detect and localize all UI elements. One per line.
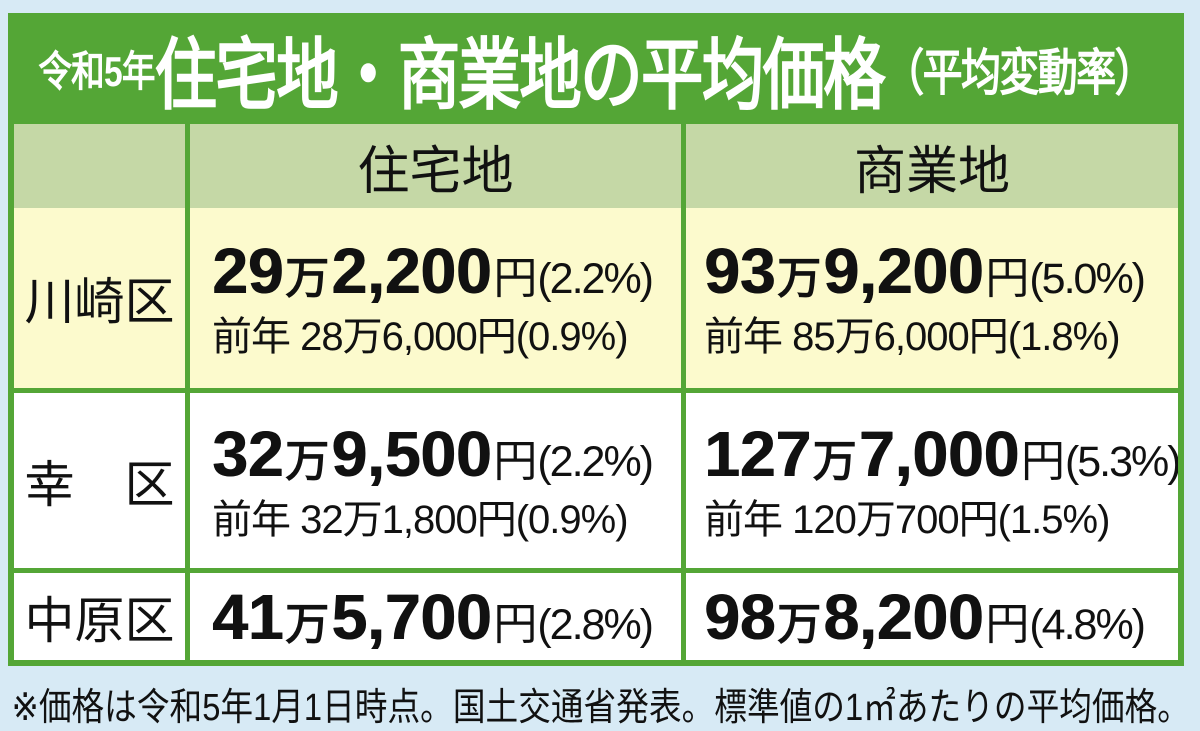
- ward-name: 川崎区: [24, 274, 175, 330]
- yen-unit: 円: [985, 254, 1030, 303]
- current-price: 93万9,200円(5.0%): [704, 239, 1178, 303]
- change-rate: (5.0%): [1029, 255, 1146, 303]
- header-commercial-cell: 商業地: [853, 142, 1010, 201]
- yen-unit: 円: [493, 436, 538, 486]
- page-title: 住宅地・商業地の平均価格: [154, 30, 886, 119]
- man-unit: 万: [285, 599, 330, 649]
- previous-year-price: 前年 28万6,000円(0.9%): [212, 315, 629, 359]
- price-man-value: 93: [704, 235, 776, 307]
- title-era-prefix: 令和5年: [38, 48, 156, 95]
- price-sen-value: 2,200: [331, 235, 492, 307]
- title-text: 令和5年 住宅地・商業地の平均価格 （平均変動率）: [38, 13, 1155, 124]
- table-row-saiwai: 幸 区 32万9,500円(2.2%) 前年 32万1,800円(0.9%) 1…: [14, 393, 1178, 568]
- column-divider: [185, 573, 190, 660]
- price-sen-value: 5,700: [331, 580, 492, 653]
- residential-price-cell: 32万9,500円(2.2%) 前年 32万1,800円(0.9%): [190, 393, 681, 568]
- commercial-price-cell: 93万9,200円(5.0%) 前年 85万6,000円(1.8%): [686, 208, 1178, 388]
- table-header-row: 住宅地 商業地: [14, 124, 1178, 208]
- column-divider: [681, 573, 686, 660]
- row-divider: [14, 388, 1178, 393]
- header-residential-cell: 住宅地: [357, 142, 514, 201]
- change-rate: (2.2%): [537, 255, 654, 303]
- change-rate: (5.3%): [1064, 437, 1178, 486]
- current-price: 98万8,200円(4.8%): [704, 585, 1178, 649]
- price-sen-value: 9,200: [823, 235, 984, 307]
- ward-name: 幸 区: [24, 456, 175, 513]
- previous-year-price: 前年 85万6,000円(1.8%): [704, 315, 1121, 359]
- ward-name: 中原区: [24, 592, 175, 649]
- man-unit: 万: [812, 436, 857, 486]
- row-divider: [14, 568, 1178, 573]
- column-divider: [185, 393, 190, 568]
- residential-price-cell: 41万5,700円(2.8%): [190, 573, 681, 660]
- column-divider: [681, 393, 686, 568]
- current-price: 41万5,700円(2.8%): [212, 585, 681, 649]
- previous-year-price: 前年 32万1,800円(0.9%): [212, 497, 629, 542]
- yen-unit: 円: [493, 254, 538, 303]
- price-man-value: 29: [212, 235, 284, 307]
- man-unit: 万: [285, 436, 330, 486]
- column-divider: [185, 124, 190, 208]
- title-suffix: （平均変動率）: [884, 44, 1155, 101]
- price-sen-value: 9,500: [331, 417, 492, 490]
- land-price-infographic: 令和5年 住宅地・商業地の平均価格 （平均変動率） 住宅地 商業地 川崎区 29…: [8, 13, 1190, 731]
- change-rate: (2.8%): [537, 600, 654, 649]
- current-price: 127万7,000円(5.3%): [704, 422, 1178, 486]
- current-price: 29万2,200円(2.2%): [212, 239, 681, 303]
- change-rate: (4.8%): [1029, 600, 1146, 649]
- yen-unit: 円: [493, 599, 538, 649]
- price-sen-value: 8,200: [823, 580, 984, 653]
- man-unit: 万: [777, 254, 822, 303]
- table-row-nakahara: 中原区 41万5,700円(2.8%) 98万8,200円(4.8%): [14, 573, 1178, 660]
- column-divider: [681, 208, 686, 388]
- header-ward-cell: [14, 124, 185, 208]
- table-row-kawasaki: 川崎区 29万2,200円(2.2%) 前年 28万6,000円(0.9%) 9…: [14, 208, 1178, 388]
- footnote: ※価格は令和5年1月1日時点。国土交通省発表。標準値の1㎡あたりの平均価格。: [11, 687, 1190, 729]
- residential-price-cell: 29万2,200円(2.2%) 前年 28万6,000円(0.9%): [190, 208, 681, 388]
- man-unit: 万: [777, 599, 822, 649]
- man-unit: 万: [285, 254, 330, 303]
- column-divider: [185, 208, 190, 388]
- price-man-value: 41: [212, 580, 284, 653]
- commercial-price-cell: 98万8,200円(4.8%): [686, 573, 1178, 660]
- price-man-value: 127: [704, 417, 811, 490]
- previous-year-price: 前年 120万700円(1.5%): [704, 497, 1110, 542]
- price-sen-value: 7,000: [858, 417, 1019, 490]
- price-man-value: 98: [704, 580, 776, 653]
- price-man-value: 32: [212, 417, 284, 490]
- title-bar: 令和5年 住宅地・商業地の平均価格 （平均変動率）: [8, 13, 1184, 124]
- change-rate: (2.2%): [537, 437, 654, 486]
- yen-unit: 円: [985, 599, 1030, 649]
- current-price: 32万9,500円(2.2%): [212, 422, 681, 486]
- column-divider: [681, 124, 686, 208]
- commercial-price-cell: 127万7,000円(5.3%) 前年 120万700円(1.5%): [686, 393, 1178, 568]
- yen-unit: 円: [1020, 436, 1065, 486]
- price-table: 住宅地 商業地 川崎区 29万2,200円(2.2%) 前年 28万6,000円…: [8, 124, 1184, 666]
